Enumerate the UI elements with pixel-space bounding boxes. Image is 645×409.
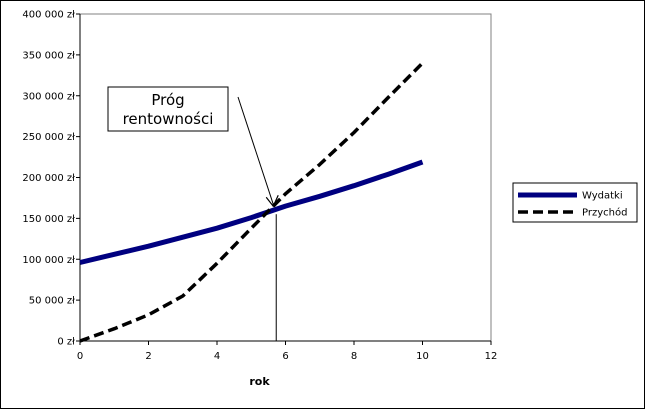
y-tick-label: 200 000 zł	[22, 173, 75, 184]
series-line-przychód	[79, 61, 424, 343]
legend-label-wydatki: Wydatki	[582, 191, 623, 202]
annotation-arrow-line	[237, 96, 274, 205]
legend: Wydatki Przychód	[512, 182, 638, 223]
x-axis-title: rok	[249, 375, 270, 388]
annotation-box	[107, 86, 229, 132]
legend-label-przychód: Przychód	[582, 207, 627, 219]
x-tick-label: 6	[282, 351, 288, 362]
annotation-arrowhead	[265, 194, 279, 208]
legend-box	[512, 182, 638, 223]
y-tick-label: 400 000 zł	[22, 10, 75, 21]
y-tick-label: 0 zł	[57, 337, 75, 348]
marks	[79, 61, 424, 343]
x-tick-label: 12	[485, 351, 498, 362]
annotation-text-line: rentowności	[123, 110, 214, 128]
plot-border	[79, 13, 492, 342]
plot-area: 0 zł 50 000 zł 100 000 zł 150 000 zł 200 000…	[22, 10, 497, 389]
x-tick-label: 8	[351, 351, 357, 362]
y-tick-label: 350 000 zł	[22, 50, 75, 61]
x-tick-label: 2	[145, 351, 151, 362]
series-line-wydatki	[79, 159, 424, 265]
annotation-text-line: Próg	[151, 91, 184, 109]
y-tick-label: 100 000 zł	[22, 255, 75, 266]
y-tick-label: 250 000 zł	[22, 132, 75, 143]
x-tick-label: 0	[77, 351, 83, 362]
y-tick-label: 300 000 zł	[22, 91, 75, 102]
x-tick-label: 4	[214, 351, 220, 362]
y-tick-label: 50 000 zł	[29, 296, 75, 307]
y-tick-label: 150 000 zł	[22, 214, 75, 225]
x-tick-label: 10	[416, 351, 429, 362]
